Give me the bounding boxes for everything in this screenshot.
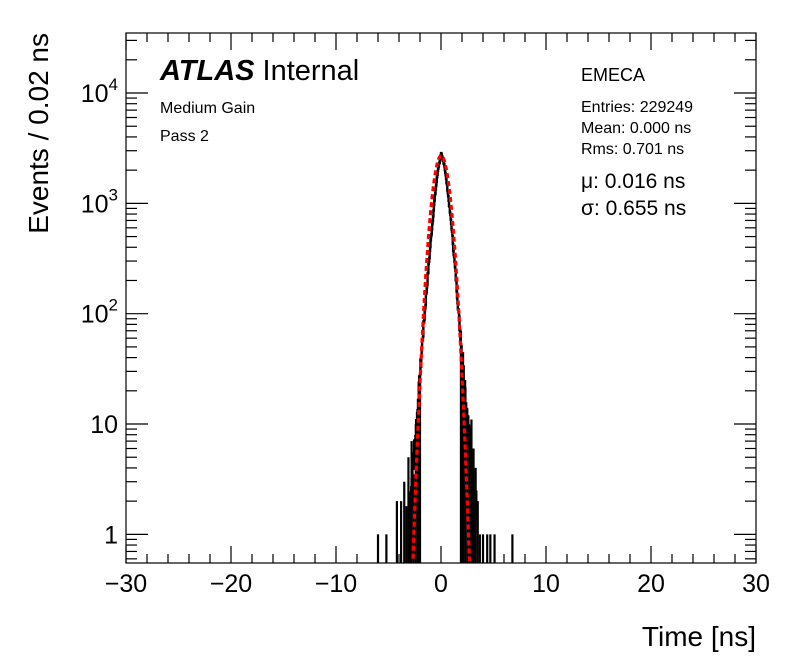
y-tick-base: 10 <box>81 190 109 218</box>
x-axis-ticks <box>125 33 757 563</box>
y-tick-exponent: 3 <box>109 185 118 204</box>
y-tick-label: 1 <box>104 521 118 549</box>
atlas-label-internal: Internal <box>263 55 360 87</box>
stats-rms: Rms: 0.701 ns <box>581 141 684 158</box>
x-tick-label: −30 <box>105 570 147 598</box>
fit-mu: μ: 0.016 ns <box>581 170 685 193</box>
x-axis-title: Time [ns] <box>642 621 756 652</box>
y-tick-label: 102 <box>81 296 118 329</box>
x-axis-tick-labels: −30 −20 −10 0 10 20 30 <box>105 570 770 598</box>
gaussian-fit-curve <box>411 154 472 562</box>
y-tick-base: 1 <box>104 521 118 549</box>
y-axis-ticks <box>126 39 756 560</box>
y-tick-exponent: 4 <box>109 75 118 94</box>
fit-sigma: σ: 0.655 ns <box>581 197 686 220</box>
x-tick-label: 0 <box>434 570 448 598</box>
sigma-value: : 0.655 ns <box>594 197 686 220</box>
y-axis-title: Events / 0.02 ns <box>23 33 54 234</box>
region-label: EMECA <box>581 65 645 85</box>
gain-annotation: Medium Gain <box>160 100 255 117</box>
stats-entries: Entries: 229249 <box>581 99 693 116</box>
x-tick-label: 30 <box>742 570 770 598</box>
y-tick-base: 10 <box>81 301 109 329</box>
stats-mean: Mean: 0.000 ns <box>581 120 691 137</box>
y-tick-base: 10 <box>81 80 109 108</box>
atlas-label: ATLAS Internal <box>159 55 359 87</box>
mu-symbol: μ <box>581 170 593 193</box>
pass-annotation: Pass 2 <box>160 128 209 145</box>
y-tick-label: 103 <box>81 185 118 218</box>
histogram-outlier-bins <box>376 330 514 563</box>
sigma-symbol: σ <box>581 197 594 220</box>
y-tick-exponent: 2 <box>109 296 118 315</box>
y-tick-label: 104 <box>81 75 118 108</box>
x-tick-label: −10 <box>315 570 357 598</box>
x-tick-label: 20 <box>637 570 665 598</box>
atlas-label-bold: ATLAS <box>159 55 255 87</box>
y-tick-base: 10 <box>90 411 118 439</box>
x-tick-label: −20 <box>210 570 252 598</box>
x-tick-label: 10 <box>532 570 560 598</box>
y-tick-label: 10 <box>90 411 118 439</box>
mu-value: : 0.016 ns <box>593 170 685 193</box>
